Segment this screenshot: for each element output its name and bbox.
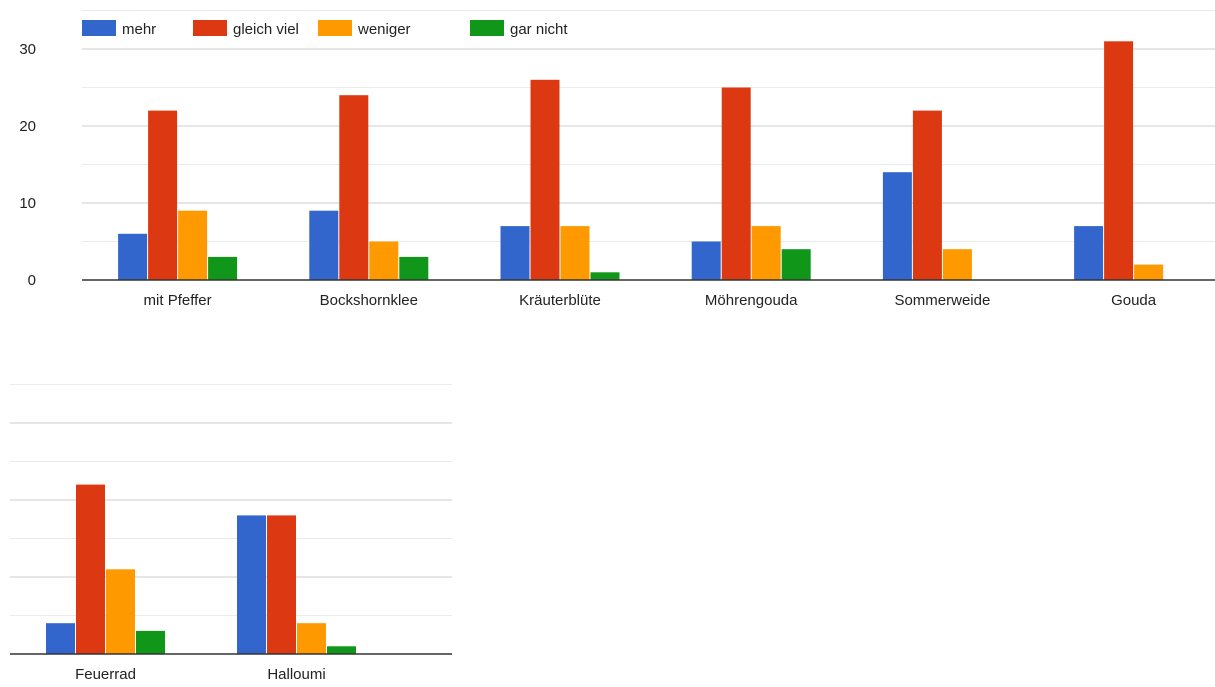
bar-gleich-viel-bockshornklee[interactable] — [339, 95, 369, 280]
chart-bottom: Feuerrad Halloumi — [10, 384, 452, 683]
legend-swatch-gar-nicht — [470, 20, 504, 36]
bar-mehr-mit-pfeffer[interactable] — [118, 233, 148, 280]
x-tick-label-mit-pfeffer: mit Pfeffer — [144, 292, 212, 309]
bar-gar-nicht-mit-pfeffer[interactable] — [208, 256, 238, 280]
legend-item-gar-nicht[interactable]: gar nicht — [470, 20, 568, 38]
x-tick-label-halloumi: Halloumi — [267, 666, 325, 682]
legend-label-gleich-viel: gleich viel — [233, 21, 299, 38]
x-tick-label-gouda: Gouda — [1111, 292, 1157, 309]
bar-mehr-kraeuterbluete[interactable] — [500, 226, 530, 280]
bar-weniger-kraeuterbluete[interactable] — [560, 226, 590, 280]
legend: mehr gleich viel weniger gar nicht — [82, 20, 568, 38]
y-tick-label: 0 — [28, 272, 36, 289]
bar-mehr-moehrengouda[interactable] — [691, 241, 721, 281]
bar-mehr-halloumi[interactable] — [237, 515, 266, 654]
legend-swatch-mehr — [82, 20, 116, 36]
bar-gar-nicht-halloumi[interactable] — [327, 646, 356, 654]
bar-weniger-feuerrad[interactable] — [106, 569, 135, 654]
bar-weniger-mit-pfeffer[interactable] — [178, 210, 208, 280]
bar-gar-nicht-bockshornklee[interactable] — [399, 256, 429, 280]
x-tick-label-feuerrad: Feuerrad — [75, 666, 136, 682]
x-tick-label-sommerweide: Sommerweide — [894, 292, 990, 309]
y-tick-label: 20 — [19, 118, 36, 135]
bar-gar-nicht-feuerrad[interactable] — [136, 630, 165, 654]
legend-item-weniger[interactable]: weniger — [318, 20, 411, 38]
bar-gleich-viel-mit-pfeffer[interactable] — [148, 110, 178, 280]
bar-mehr-gouda[interactable] — [1074, 226, 1104, 280]
chart-top: 0 10 20 30 mit Pfeffer Bockshornklee Kräuterbl… — [19, 10, 1215, 309]
bar-weniger-bockshornklee[interactable] — [369, 241, 399, 281]
bar-weniger-halloumi[interactable] — [297, 623, 326, 654]
legend-swatch-weniger — [318, 20, 352, 36]
legend-swatch-gleich-viel — [193, 20, 227, 36]
legend-label-mehr: mehr — [122, 21, 156, 38]
bar-mehr-bockshornklee[interactable] — [309, 210, 339, 280]
legend-item-gleich-viel[interactable]: gleich viel — [193, 20, 299, 38]
legend-label-gar-nicht: gar nicht — [510, 21, 568, 38]
legend-item-mehr[interactable]: mehr — [82, 20, 156, 38]
bar-gleich-viel-gouda[interactable] — [1104, 41, 1134, 280]
y-tick-label: 10 — [19, 195, 36, 212]
bar-gar-nicht-moehrengouda[interactable] — [781, 249, 811, 280]
bar-gar-nicht-kraeuterbluete[interactable] — [590, 272, 620, 280]
x-tick-label-kraeuterbluete: Kräuterblüte — [519, 292, 601, 309]
bar-gleich-viel-sommerweide[interactable] — [912, 110, 942, 280]
bar-gleich-viel-halloumi[interactable] — [267, 515, 296, 654]
bar-gleich-viel-kraeuterbluete[interactable] — [530, 79, 560, 280]
bar-gleich-viel-moehrengouda[interactable] — [721, 87, 751, 281]
y-tick-label: 30 — [19, 41, 36, 58]
bar-weniger-gouda[interactable] — [1134, 264, 1164, 280]
bar-weniger-moehrengouda[interactable] — [751, 226, 781, 280]
x-tick-label-bockshornklee: Bockshornklee — [320, 292, 418, 309]
legend-label-weniger: weniger — [357, 21, 411, 38]
bar-mehr-feuerrad[interactable] — [46, 623, 75, 654]
bar-weniger-sommerweide[interactable] — [942, 249, 972, 280]
bar-gleich-viel-feuerrad[interactable] — [76, 484, 105, 654]
x-tick-label-moehrengouda: Möhrengouda — [705, 292, 798, 309]
bar-mehr-sommerweide[interactable] — [882, 172, 912, 280]
